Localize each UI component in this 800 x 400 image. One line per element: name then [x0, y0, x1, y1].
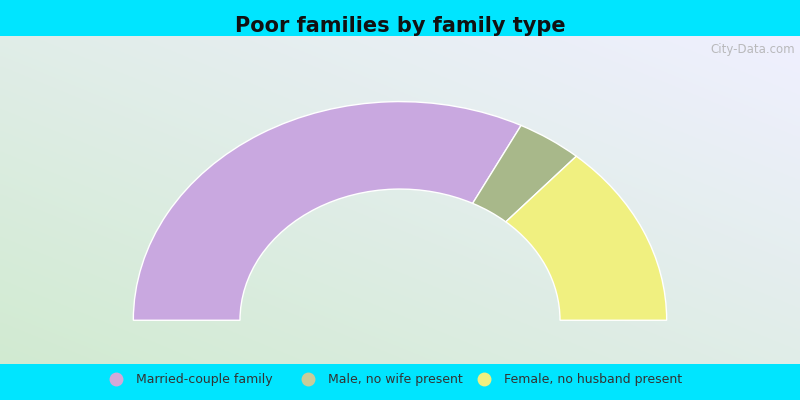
- Wedge shape: [473, 126, 576, 222]
- Text: Married-couple family: Married-couple family: [136, 373, 273, 386]
- Text: Poor families by family type: Poor families by family type: [234, 16, 566, 36]
- Text: Female, no husband present: Female, no husband present: [504, 373, 682, 386]
- Wedge shape: [506, 156, 666, 320]
- Text: Male, no wife present: Male, no wife present: [328, 373, 462, 386]
- Wedge shape: [134, 102, 521, 320]
- Text: City-Data.com: City-Data.com: [710, 42, 794, 56]
